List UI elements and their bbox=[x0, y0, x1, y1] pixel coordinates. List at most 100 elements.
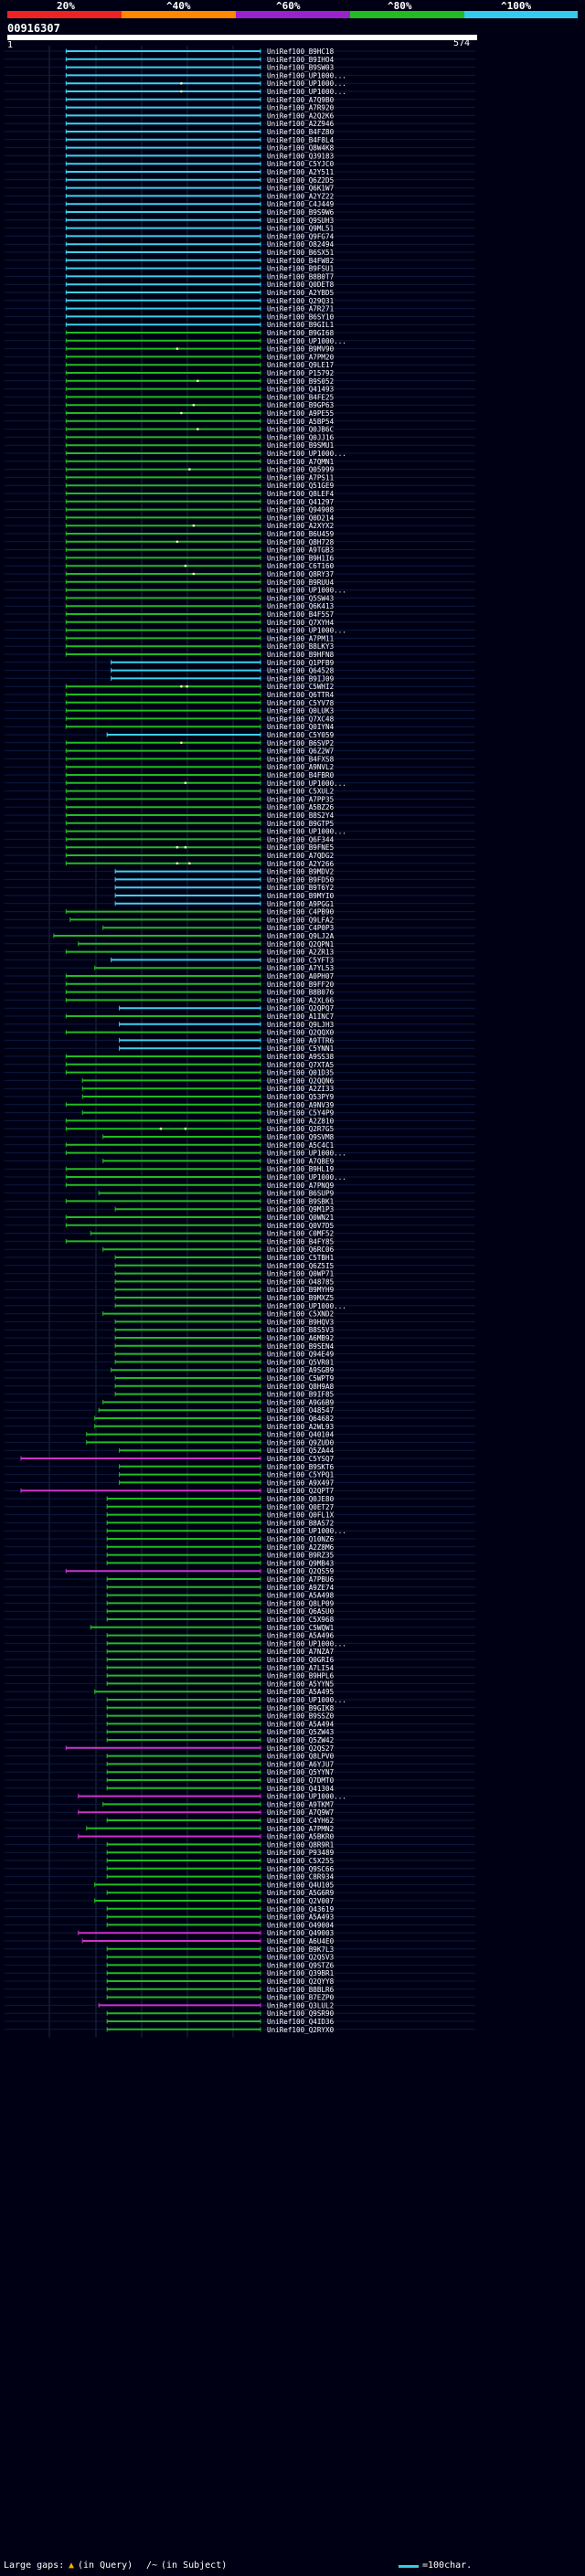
hit-label[interactable]: UniRef100_Q39BR1 bbox=[267, 1969, 335, 1977]
hit-label[interactable]: UniRef100_A9TGB3 bbox=[267, 546, 334, 555]
hit-row[interactable]: UniRef100_UP1000... bbox=[5, 450, 475, 458]
hit-row[interactable]: UniRef100_B6SY10 bbox=[5, 313, 475, 321]
hit-label[interactable]: UniRef100_A7YL53 bbox=[267, 964, 334, 972]
hit-label[interactable]: UniRef100_A2Y266 bbox=[267, 860, 335, 868]
hit-row[interactable]: UniRef100_A2Z8M6 bbox=[5, 1543, 475, 1552]
hit-row[interactable]: UniRef100_Q10NZ6 bbox=[5, 1535, 475, 1543]
hit-label[interactable]: UniRef100_A2XYX2 bbox=[267, 522, 334, 530]
hit-label[interactable]: UniRef100_C8R934 bbox=[267, 1873, 335, 1882]
hit-label[interactable]: UniRef100_C5Y059 bbox=[267, 731, 335, 739]
hit-label[interactable]: UniRef100_Q4ID36 bbox=[267, 2018, 335, 2026]
hit-row[interactable]: UniRef100_A7PNQ9 bbox=[5, 1182, 475, 1190]
hit-label[interactable]: UniRef100_Q2R7G5 bbox=[267, 1125, 334, 1133]
hit-row[interactable]: UniRef100_Q0DET8 bbox=[5, 281, 475, 289]
hit-label[interactable]: UniRef100_Q0JJ16 bbox=[267, 433, 335, 441]
hit-row[interactable]: UniRef100_C5YSQ7 bbox=[5, 1455, 475, 1463]
hit-label[interactable]: UniRef100_B9FNE5 bbox=[267, 843, 334, 852]
hit-row[interactable]: UniRef100_A9SGB9 bbox=[5, 1366, 475, 1374]
hit-label[interactable]: UniRef100_Q8LP09 bbox=[267, 1599, 335, 1607]
hit-row[interactable]: UniRef100_A7YL53 bbox=[5, 964, 475, 972]
hit-row[interactable]: UniRef100_B9FF20 bbox=[5, 981, 475, 989]
hit-row[interactable]: UniRef100_B4FBR0 bbox=[5, 771, 475, 779]
hit-row[interactable]: UniRef100_Q9M1P3 bbox=[5, 1205, 475, 1214]
hit-label[interactable]: UniRef100_UP1000... bbox=[267, 337, 346, 345]
hit-label[interactable]: UniRef100_Q51GE9 bbox=[267, 482, 335, 490]
hit-label[interactable]: UniRef100_B9T6Y2 bbox=[267, 884, 334, 892]
hit-row[interactable]: UniRef100_Q2V007 bbox=[5, 1897, 475, 1905]
hit-label[interactable]: UniRef100_A9PGG1 bbox=[267, 900, 335, 908]
hit-label[interactable]: UniRef100_UP1000... bbox=[267, 1793, 346, 1801]
hit-label[interactable]: UniRef100_B8S5V3 bbox=[267, 1326, 334, 1334]
hit-label[interactable]: UniRef100_A7PNQ9 bbox=[267, 1182, 335, 1190]
hit-row[interactable]: UniRef100_B9SW03 bbox=[5, 64, 475, 72]
hit-label[interactable]: UniRef100_Q0D214 bbox=[267, 514, 335, 522]
hit-label[interactable]: UniRef100_B9GIK8 bbox=[267, 1704, 335, 1712]
hit-label[interactable]: UniRef100_B6SY10 bbox=[267, 313, 335, 321]
hit-row[interactable]: UniRef100_B9GP63 bbox=[5, 401, 475, 409]
hit-label[interactable]: UniRef100_B9IHO4 bbox=[267, 56, 335, 64]
hit-row[interactable]: UniRef100_Q2QSV3 bbox=[5, 1954, 475, 1962]
hit-row[interactable]: UniRef100_B9SBK1 bbox=[5, 1197, 475, 1205]
hit-label[interactable]: UniRef100_Q5VR01 bbox=[267, 1358, 335, 1366]
hit-row[interactable]: UniRef100_Q0IYN4 bbox=[5, 723, 475, 731]
hit-row[interactable]: UniRef100_Q9FG74 bbox=[5, 232, 475, 240]
hit-row[interactable]: UniRef100_B9HC18 bbox=[5, 48, 475, 56]
hit-row[interactable]: UniRef100_Q9SVM8 bbox=[5, 1133, 475, 1141]
hit-label[interactable]: UniRef100_C5XUL2 bbox=[267, 788, 334, 796]
hit-label[interactable]: UniRef100_A7NZA7 bbox=[267, 1648, 334, 1656]
hit-label[interactable]: UniRef100_Q6TTR4 bbox=[267, 691, 335, 699]
hit-label[interactable]: UniRef100_Q43619 bbox=[267, 1905, 335, 1913]
hit-row[interactable]: UniRef100_A7QBE9 bbox=[5, 1157, 475, 1165]
hit-label[interactable]: UniRef100_B9MDV2 bbox=[267, 868, 334, 876]
hit-row[interactable]: UniRef100_UP1000... bbox=[5, 1150, 475, 1158]
hit-row[interactable]: UniRef100_A7PS11 bbox=[5, 473, 475, 482]
hit-row[interactable]: UniRef100_B9IJ09 bbox=[5, 674, 475, 683]
hit-row[interactable]: UniRef100_A7PMN2 bbox=[5, 1825, 475, 1833]
hit-row[interactable]: UniRef100_UP1000... bbox=[5, 1696, 475, 1704]
hit-label[interactable]: UniRef100_B8LKY3 bbox=[267, 642, 334, 651]
hit-label[interactable]: UniRef100_B8S2Y4 bbox=[267, 811, 335, 820]
hit-label[interactable]: UniRef100_Q9MB43 bbox=[267, 1559, 334, 1567]
hit-row[interactable]: UniRef100_Q9SUH3 bbox=[5, 217, 475, 225]
hit-label[interactable]: UniRef100_Q0FL1X bbox=[267, 1511, 335, 1520]
hit-row[interactable]: UniRef100_B9MV90 bbox=[5, 345, 475, 354]
hit-row[interactable]: UniRef100_O82494 bbox=[5, 240, 475, 249]
hit-label[interactable]: UniRef100_Q8W4K8 bbox=[267, 144, 335, 153]
hit-row[interactable]: UniRef100_Q9ZUD0 bbox=[5, 1438, 475, 1447]
hit-row[interactable]: UniRef100_A2ZR13 bbox=[5, 949, 475, 957]
hit-row[interactable]: UniRef100_B6U459 bbox=[5, 530, 475, 538]
hit-row[interactable]: UniRef100_Q0LUK3 bbox=[5, 707, 475, 716]
hit-label[interactable]: UniRef100_Q7DMT0 bbox=[267, 1776, 335, 1785]
hit-row[interactable]: UniRef100_A7QMN1 bbox=[5, 458, 475, 466]
hit-row[interactable]: UniRef100_Q3LUL2 bbox=[5, 2001, 475, 2009]
hit-row[interactable]: UniRef100_Q9MB43 bbox=[5, 1559, 475, 1567]
hit-label[interactable]: UniRef100_Q2QPN1 bbox=[267, 940, 335, 949]
hit-label[interactable]: UniRef100_B4FBR0 bbox=[267, 771, 335, 779]
hit-label[interactable]: UniRef100_UP1000... bbox=[267, 779, 346, 788]
hit-row[interactable]: UniRef100_Q9LFA2 bbox=[5, 916, 475, 924]
hit-row[interactable]: UniRef100_C5XUL2 bbox=[5, 788, 475, 796]
hit-label[interactable]: UniRef100_Q9SR90 bbox=[267, 2009, 335, 2018]
hit-row[interactable]: UniRef100_Q2R7G5 bbox=[5, 1125, 475, 1133]
hit-label[interactable]: UniRef100_Q01D35 bbox=[267, 1069, 334, 1077]
hit-label[interactable]: UniRef100_B9SEN4 bbox=[267, 1342, 335, 1351]
hit-row[interactable]: UniRef100_Q01D35 bbox=[5, 1069, 475, 1077]
hit-row[interactable]: UniRef100_A2YZ22 bbox=[5, 192, 475, 200]
hit-label[interactable]: UniRef100_Q53PY9 bbox=[267, 1093, 335, 1101]
hit-label[interactable]: UniRef100_Q41304 bbox=[267, 1785, 335, 1793]
hit-row[interactable]: UniRef100_Q0V7D5 bbox=[5, 1222, 475, 1230]
hit-label[interactable]: UniRef100_C5X255 bbox=[267, 1857, 334, 1865]
hit-label[interactable]: UniRef100_B9IF85 bbox=[267, 1391, 334, 1399]
hit-row[interactable]: UniRef100_B9FD50 bbox=[5, 875, 475, 884]
hit-label[interactable]: UniRef100_Q2QYY8 bbox=[267, 1977, 335, 1986]
hit-label[interactable]: UniRef100_UP1000... bbox=[267, 1696, 346, 1704]
hit-label[interactable]: UniRef100_B8BLR6 bbox=[267, 1986, 335, 1994]
hit-row[interactable]: UniRef100_A5A495 bbox=[5, 1688, 475, 1696]
hit-row[interactable]: UniRef100_B9MYI0 bbox=[5, 892, 475, 900]
hit-label[interactable]: UniRef100_B9SMU1 bbox=[267, 441, 335, 450]
hit-row[interactable]: UniRef100_B6SUP9 bbox=[5, 1190, 475, 1198]
hit-row[interactable]: UniRef100_B8AS72 bbox=[5, 1519, 475, 1527]
hit-label[interactable]: UniRef100_C4YH62 bbox=[267, 1817, 334, 1825]
hit-row[interactable]: UniRef100_C5Y059 bbox=[5, 731, 475, 739]
hit-row[interactable]: UniRef100_Q6RC06 bbox=[5, 1246, 475, 1254]
